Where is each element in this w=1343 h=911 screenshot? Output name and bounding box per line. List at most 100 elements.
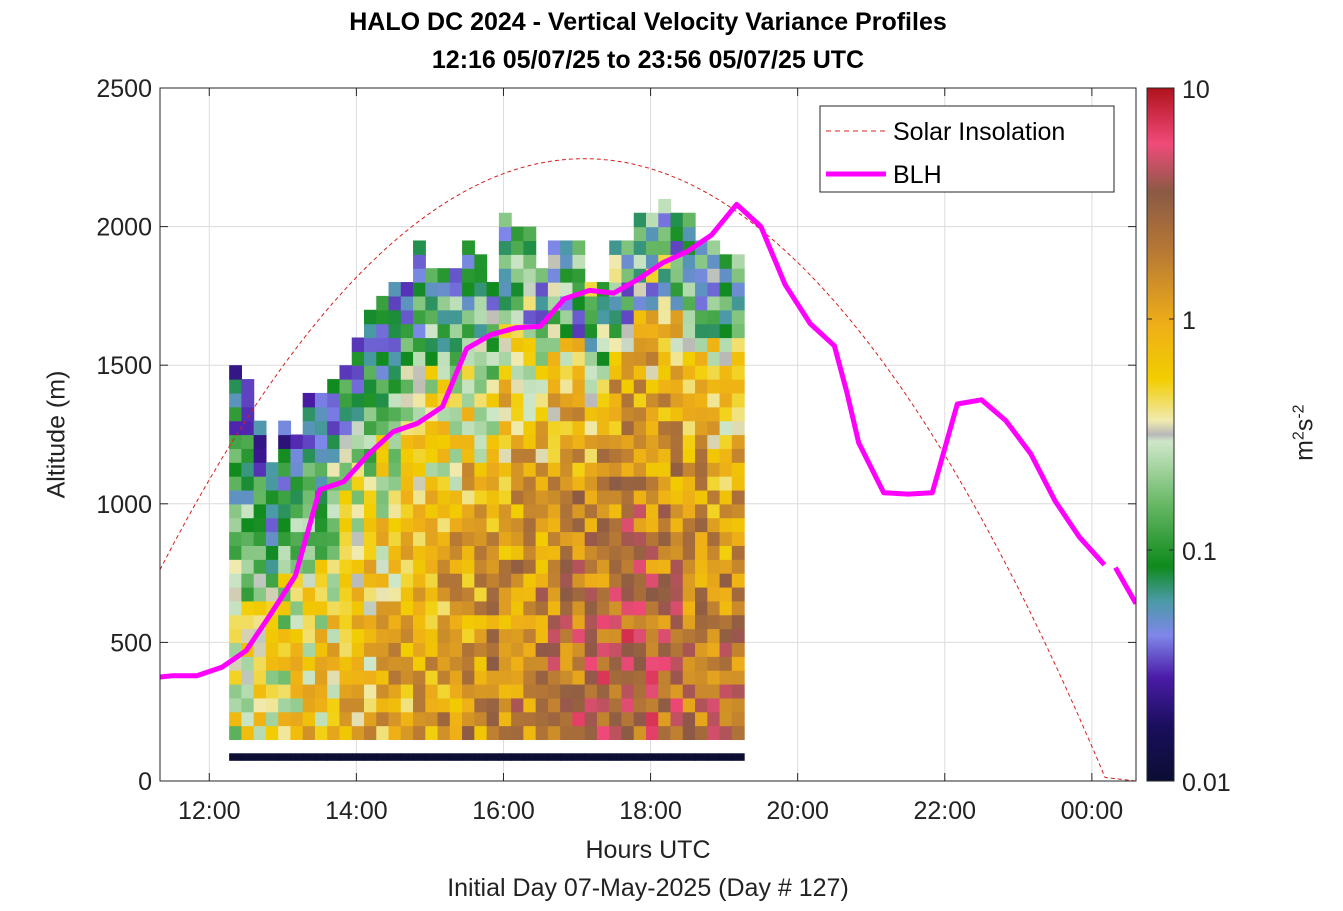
heatmap-cell xyxy=(400,392,414,408)
heatmap-cell xyxy=(695,462,708,477)
heatmap-cell xyxy=(241,392,255,408)
heatmap-cell xyxy=(731,628,745,643)
heatmap-cell xyxy=(658,503,672,519)
heatmap-cell xyxy=(523,586,537,602)
heatmap-cell xyxy=(486,503,500,519)
heatmap-cell xyxy=(400,614,414,630)
heatmap-cell xyxy=(474,600,488,616)
y-axis-label: Altitude (m) xyxy=(42,370,71,499)
heatmap-cell xyxy=(707,392,721,408)
blh-line-tail xyxy=(1113,566,1136,605)
heatmap-cell xyxy=(731,365,745,380)
heatmap-cell xyxy=(388,323,402,339)
heatmap-cell xyxy=(719,559,733,574)
heatmap-cell xyxy=(413,656,426,671)
heatmap-cell xyxy=(400,323,414,339)
heatmap-cell xyxy=(596,295,610,311)
heatmap-cell xyxy=(658,379,672,394)
heatmap-cell xyxy=(449,268,463,283)
heatmap-cell xyxy=(523,420,537,436)
heatmap-cell xyxy=(388,642,402,657)
heatmap-cell xyxy=(560,489,574,505)
heatmap-cell xyxy=(584,295,598,311)
heatmap-cell xyxy=(658,725,672,741)
heatmap-cell xyxy=(351,670,365,685)
heatmap-cell xyxy=(376,337,390,352)
heatmap-cell xyxy=(413,586,426,602)
heatmap-cell xyxy=(474,351,488,366)
heatmap-cell xyxy=(388,489,402,505)
heatmap-cell xyxy=(511,476,524,491)
heatmap-cell xyxy=(670,711,684,727)
heatmap-cell xyxy=(498,337,512,352)
heatmap-cell xyxy=(535,379,549,394)
heatmap-cell xyxy=(731,337,745,352)
heatmap-cell xyxy=(572,462,586,477)
heatmap-cell xyxy=(327,628,341,643)
heatmap-cell xyxy=(498,392,512,408)
heatmap-cell xyxy=(474,656,488,671)
heatmap-cell xyxy=(339,642,353,657)
heatmap-cell xyxy=(584,309,598,325)
heatmap-cell xyxy=(719,545,733,560)
heatmap-cell xyxy=(719,628,733,643)
heatmap-cell xyxy=(682,282,696,297)
heatmap-cell xyxy=(609,586,623,602)
heatmap-cell xyxy=(547,406,561,422)
heatmap-cell xyxy=(535,656,549,671)
heatmap-cell xyxy=(278,600,292,616)
heatmap-cell xyxy=(560,573,574,588)
heatmap-cell xyxy=(719,295,733,311)
heatmap-cell xyxy=(596,337,610,352)
heatmap-cell xyxy=(621,628,635,643)
heatmap-cell xyxy=(388,503,402,519)
heatmap-cell xyxy=(572,392,586,408)
heatmap-cell xyxy=(682,323,696,339)
heatmap-cell xyxy=(658,323,672,339)
heatmap-cell xyxy=(584,462,598,477)
heatmap-cell xyxy=(400,656,414,671)
heatmap-cell xyxy=(719,656,733,671)
heatmap-cell xyxy=(425,697,439,713)
heatmap-cell xyxy=(658,392,672,408)
heatmap-cell xyxy=(474,462,488,477)
heatmap-cell xyxy=(645,531,659,546)
heatmap-cell xyxy=(413,309,426,325)
heatmap-cell xyxy=(658,295,672,311)
heatmap-cell xyxy=(498,282,512,297)
heatmap-cell xyxy=(682,711,696,727)
heatmap-cell xyxy=(596,420,610,436)
heatmap-cell xyxy=(364,503,377,519)
heatmap-cell xyxy=(474,295,488,311)
heatmap-cell xyxy=(523,365,537,380)
heatmap-cell xyxy=(535,337,549,352)
chart-title: HALO DC 2024 - Vertical Velocity Varianc… xyxy=(349,8,947,36)
heatmap-cell xyxy=(572,559,586,574)
heatmap-cell xyxy=(719,753,733,761)
heatmap-cell xyxy=(486,337,500,352)
heatmap-cell xyxy=(449,586,463,602)
heatmap-cell xyxy=(364,489,377,505)
heatmap-cell xyxy=(351,559,365,574)
heatmap-cell xyxy=(731,683,745,699)
heatmap-cell xyxy=(229,586,242,602)
heatmap-cell xyxy=(425,628,439,643)
heatmap-cell xyxy=(560,240,574,255)
heatmap-cell xyxy=(498,545,512,560)
heatmap-cell xyxy=(400,642,414,657)
heatmap-cell xyxy=(278,462,292,477)
heatmap-cell xyxy=(462,379,475,394)
heatmap-cell xyxy=(376,545,390,560)
heatmap-cell xyxy=(633,614,647,630)
heatmap-cell xyxy=(314,670,328,685)
heatmap-cell xyxy=(560,614,574,630)
heatmap-cell xyxy=(462,683,475,699)
heatmap-cell xyxy=(229,670,242,685)
heatmap-cell xyxy=(719,670,733,685)
heatmap-cell xyxy=(609,392,623,408)
heatmap-cell xyxy=(474,420,488,436)
heatmap-cell xyxy=(584,503,598,519)
heatmap-cell xyxy=(584,420,598,436)
heatmap-cell xyxy=(449,337,463,352)
heatmap-cell xyxy=(511,531,524,546)
